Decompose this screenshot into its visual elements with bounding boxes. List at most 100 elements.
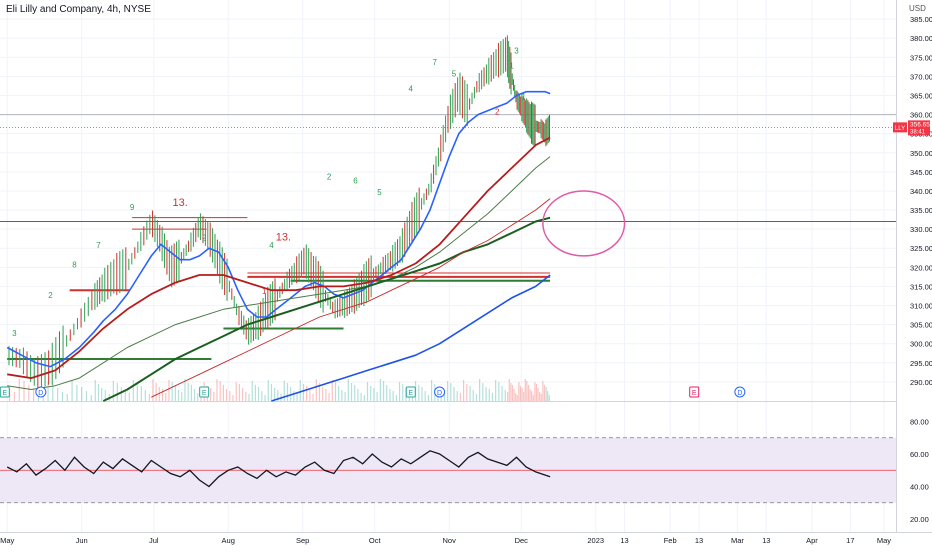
ticker-tag-label: LLY xyxy=(895,126,905,132)
volume-bar xyxy=(475,394,478,401)
td-label: 4 xyxy=(269,241,274,250)
volume-bar xyxy=(309,390,311,401)
volume-bar xyxy=(168,380,170,401)
price-tick-label: 330.00 xyxy=(910,225,932,234)
volume-bar xyxy=(23,381,25,401)
volume-bar xyxy=(90,395,92,401)
volume-bar xyxy=(328,393,330,401)
volume-bar xyxy=(177,390,180,401)
time-tick-label: Mar xyxy=(731,536,744,545)
rsi-tick-label: 60.00 xyxy=(910,450,929,459)
volume-bar xyxy=(534,382,536,401)
volume-bar xyxy=(535,384,538,401)
event-marker-label: E xyxy=(408,390,413,397)
volume-bar xyxy=(312,394,314,401)
price-tick-label: 305.00 xyxy=(910,321,932,330)
volume-bar xyxy=(430,380,433,401)
volume-bar xyxy=(446,381,449,401)
time-tick-label: Feb xyxy=(664,536,677,545)
volume-bar xyxy=(344,392,346,401)
volume-bar xyxy=(197,393,199,401)
event-marker-label: E xyxy=(692,390,697,397)
volume-bar xyxy=(508,379,510,401)
volume-bar xyxy=(398,382,401,401)
td-label: 9 xyxy=(130,203,135,212)
td-label: 7 xyxy=(433,58,438,67)
series-line-ma_red_long xyxy=(151,198,551,398)
volume-bar xyxy=(516,395,518,401)
time-tick-label: Sep xyxy=(296,536,309,545)
currency-label: USD xyxy=(909,4,926,13)
volume-bar xyxy=(302,384,305,401)
time-tick-label: Jul xyxy=(149,536,159,545)
volume-bar xyxy=(101,388,103,401)
volume-bar xyxy=(213,392,215,401)
price-tick-label: 315.00 xyxy=(910,282,932,291)
volume-bar xyxy=(245,392,247,401)
volume-bar xyxy=(57,388,59,401)
volume-bar xyxy=(165,393,167,401)
dividend-marker xyxy=(35,386,47,398)
volume-bar xyxy=(322,387,324,401)
volume-bar xyxy=(491,393,494,401)
volume-bar xyxy=(71,381,73,401)
volume-bar xyxy=(360,393,362,401)
time-tick-label: 13 xyxy=(620,536,628,545)
price-tick-label: 380.00 xyxy=(910,34,932,43)
volume-bar xyxy=(97,384,100,401)
time-tick-label: Apr xyxy=(806,536,818,545)
time-tick-label: Dec xyxy=(515,536,529,545)
time-tick-label: May xyxy=(877,536,891,545)
earnings-marker xyxy=(0,386,10,398)
volume-bar xyxy=(242,388,244,401)
volume-bar xyxy=(136,384,138,401)
volume-bar xyxy=(222,385,224,401)
volume-bar xyxy=(513,389,515,401)
volume-bar xyxy=(140,386,142,401)
volume-bar xyxy=(261,391,263,401)
volume-bar xyxy=(270,384,273,401)
volume-bar xyxy=(209,388,212,401)
price-tick-label: 295.00 xyxy=(910,359,932,368)
volume-bar xyxy=(453,387,455,401)
volume-bar xyxy=(258,387,260,401)
time-tick-label: Nov xyxy=(443,536,457,545)
event-marker-label: E xyxy=(202,390,207,397)
volume-bar xyxy=(235,382,237,401)
volume-bar xyxy=(81,387,83,401)
price-tick-label: 300.00 xyxy=(910,340,932,349)
price-tick-label: 360.00 xyxy=(910,111,932,120)
volume-bar xyxy=(28,385,30,401)
volume-bar xyxy=(94,380,96,401)
earnings-marker xyxy=(689,386,700,398)
volume-bar xyxy=(155,383,157,401)
volume-bar xyxy=(219,381,221,401)
td-label: 2 xyxy=(495,108,500,117)
event-marker-label: D xyxy=(38,390,43,397)
volume-bar xyxy=(498,382,500,401)
volume-bar xyxy=(421,387,423,401)
volume-bar xyxy=(485,387,487,401)
volume-bar xyxy=(511,385,514,401)
td-label: 1 xyxy=(262,287,267,296)
volume-bar xyxy=(286,383,289,401)
td-label: 1 xyxy=(509,62,514,71)
volume-bar xyxy=(354,385,356,401)
volume-bar xyxy=(524,379,526,401)
volume-bar xyxy=(181,392,183,401)
volume-bar xyxy=(537,388,539,401)
price-axis-background xyxy=(896,0,932,550)
volume-bar xyxy=(547,391,549,401)
rsi-tick-label: 80.00 xyxy=(910,418,929,427)
volume-bar xyxy=(450,383,452,401)
td-label: 8 xyxy=(72,260,77,269)
time-tick-label: Jun xyxy=(76,536,88,545)
time-tick-label: May xyxy=(0,536,14,545)
volume-bar xyxy=(501,386,503,401)
volume-bar xyxy=(507,392,509,401)
event-marker-label: D xyxy=(437,390,442,397)
price-tick-label: 320.00 xyxy=(910,263,932,272)
volume-bar xyxy=(200,395,202,401)
volume-bar xyxy=(456,391,458,401)
